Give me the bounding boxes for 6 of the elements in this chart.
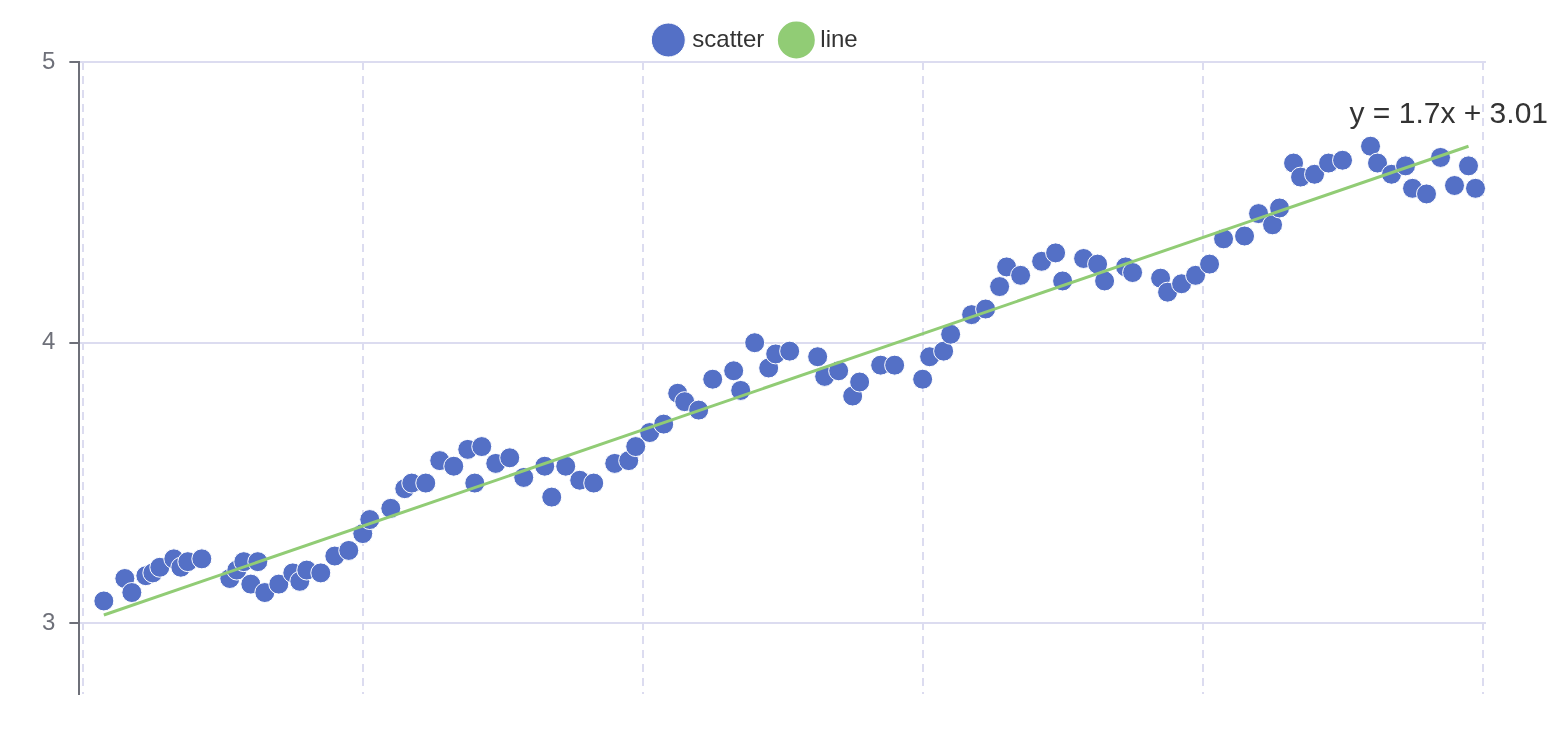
y-tick-label: 5 (41, 46, 56, 74)
y-tick-label: 3 (41, 608, 56, 636)
legend-label: line (820, 24, 858, 52)
legend-label: scatter (692, 24, 765, 52)
annotation: y = 1.7x + 3.01 (1349, 96, 1549, 130)
y-tick-label: 4 (41, 327, 56, 355)
